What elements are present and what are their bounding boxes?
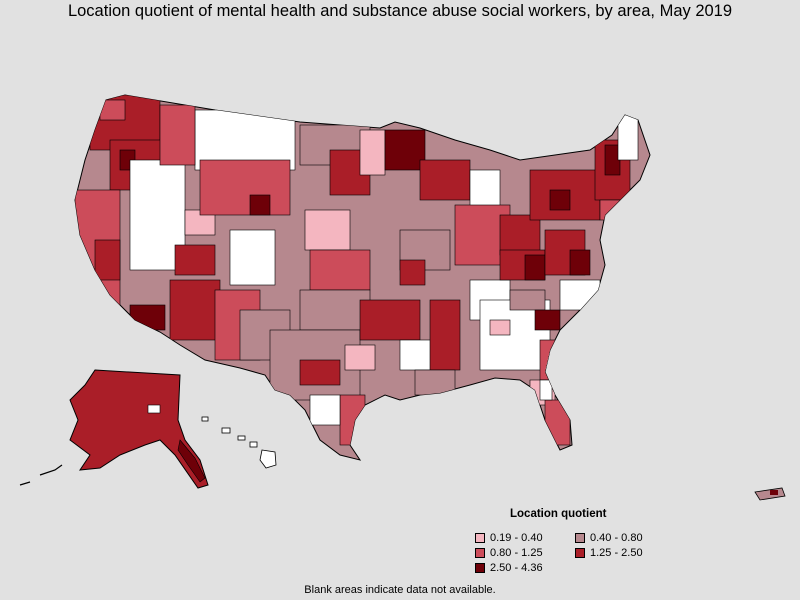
map-title: Location quotient of mental health and s… [67, 2, 733, 20]
legend-item: 0.19 - 0.40 [475, 532, 543, 544]
hawaii [201, 416, 277, 469]
legend-label: 2.50 - 4.36 [490, 562, 543, 574]
puerto-rico [754, 487, 786, 501]
legend-label: 0.40 - 0.80 [590, 532, 643, 544]
legend-swatch [575, 548, 585, 558]
legend: Location quotient 0.19 - 0.40 0.40 - 0.8… [470, 508, 670, 574]
legend-swatch [475, 563, 485, 573]
legend-item: 0.80 - 1.25 [475, 547, 543, 559]
legend-title: Location quotient [510, 508, 607, 520]
legend-item: 2.50 - 4.36 [475, 562, 543, 574]
alaska [19, 369, 209, 489]
legend-item: 0.40 - 0.80 [575, 532, 643, 544]
legend-swatch [575, 533, 585, 543]
legend-swatch [475, 548, 485, 558]
legend-label: 0.80 - 1.25 [490, 547, 543, 559]
legend-swatch [475, 533, 485, 543]
footnote: Blank areas indicate data not available. [304, 584, 496, 596]
legend-label: 0.19 - 0.40 [490, 532, 543, 544]
legend-item: 1.25 - 2.50 [575, 547, 643, 559]
contiguous-us [74, 94, 651, 461]
legend-label: 1.25 - 2.50 [590, 547, 643, 559]
